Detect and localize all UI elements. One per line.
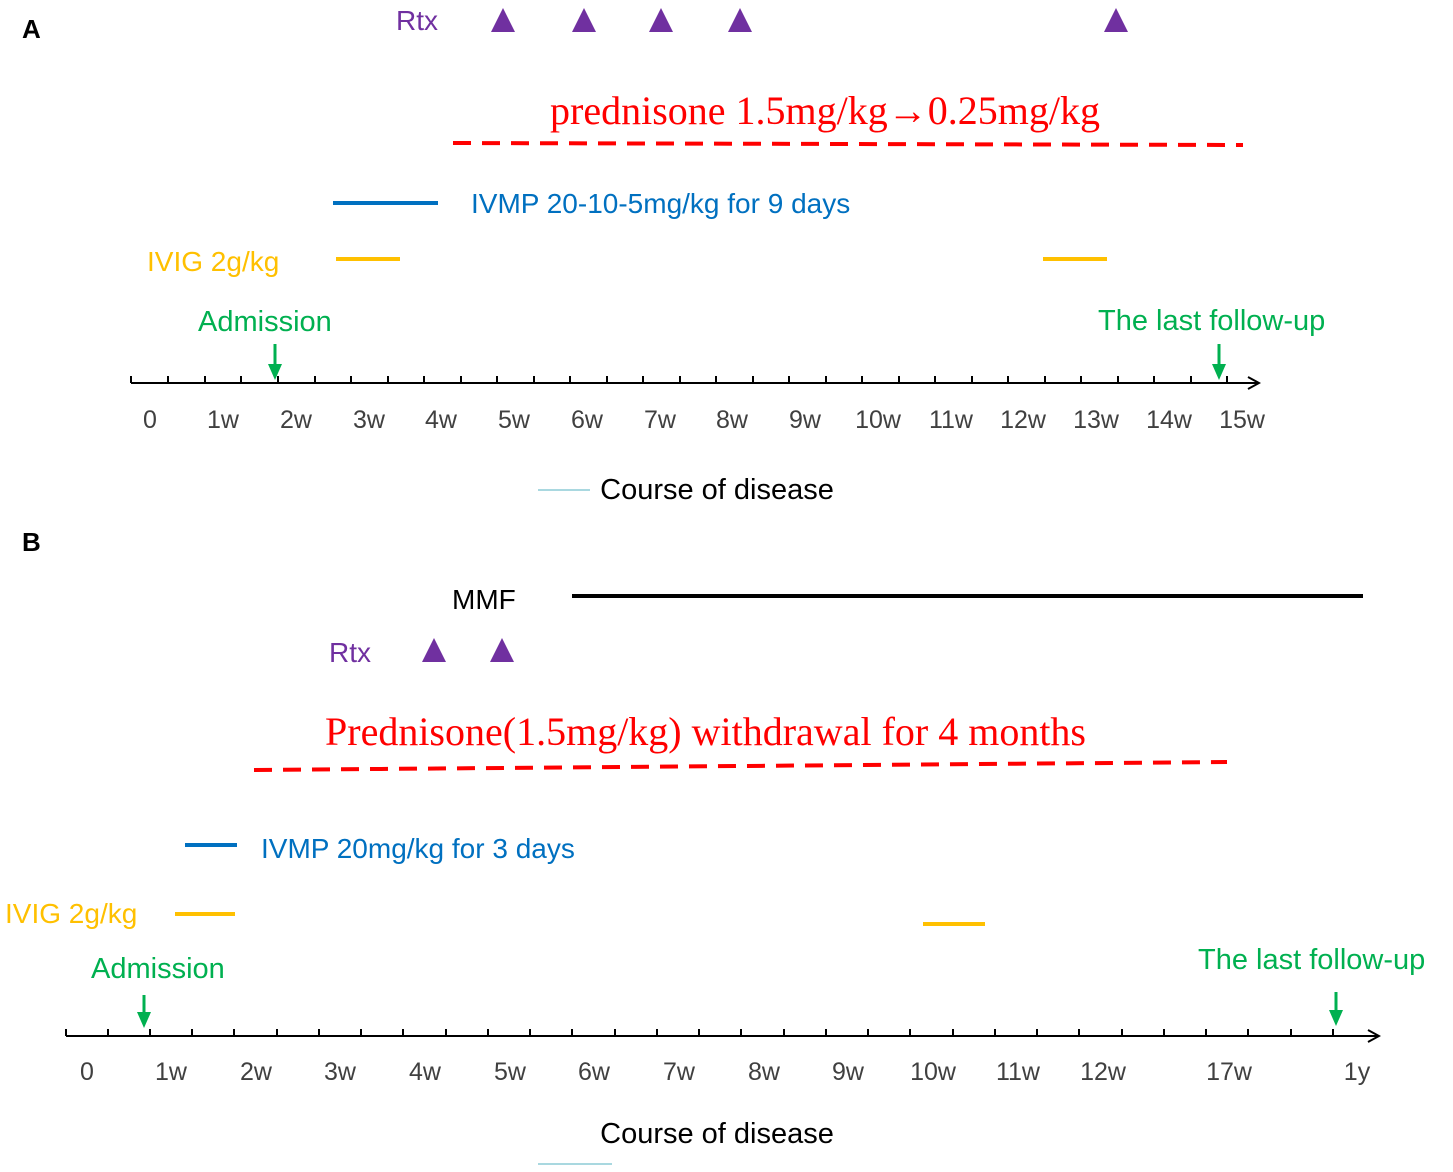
panel-a-last-followup-label: The last follow-up bbox=[1098, 305, 1325, 337]
panel-a-tick-label: 0 bbox=[143, 406, 157, 434]
panel-b-tick-label: 8w bbox=[748, 1058, 781, 1086]
panel-b-mmf-label: MMF bbox=[452, 584, 516, 615]
panel-b-tick-label: 9w bbox=[832, 1058, 865, 1086]
panel-a-tick-label: 7w bbox=[644, 406, 677, 434]
panel-a-rtx-dose-marker bbox=[491, 8, 515, 32]
panel-a-tick-label: 6w bbox=[571, 406, 604, 434]
panel-b-tick-label: 1y bbox=[1344, 1058, 1371, 1086]
panel-a-ivig-label: IVIG 2g/kg bbox=[147, 246, 279, 277]
panel-b-label: B bbox=[22, 527, 41, 557]
panel-a-last-followup-arrow-icon bbox=[1212, 344, 1226, 380]
panel-b-admission-arrow-icon bbox=[137, 995, 151, 1028]
panel-b-tick-label: 3w bbox=[324, 1058, 357, 1086]
panel-b-tick-label: 0 bbox=[80, 1058, 94, 1086]
panel-a-rtx-label: Rtx bbox=[396, 5, 438, 36]
panel-a-admission-arrow-icon bbox=[268, 344, 282, 380]
panel-a-tick-label: 13w bbox=[1073, 406, 1120, 434]
panel-a-rtx-dose-marker bbox=[572, 8, 596, 32]
panel-b-tick-label: 4w bbox=[409, 1058, 442, 1086]
panel-b-rtx-label: Rtx bbox=[329, 637, 371, 668]
panel-b-rtx-dose-marker bbox=[490, 638, 514, 662]
panel-a-tick-label: 3w bbox=[353, 406, 386, 434]
panel-b-axis-title: Course of disease bbox=[600, 1118, 834, 1150]
panel-b-last-followup-arrow-icon bbox=[1329, 992, 1343, 1026]
panel-a-rtx-dose-marker bbox=[649, 8, 673, 32]
panel-a-tick-label: 2w bbox=[280, 406, 313, 434]
panel-b-tick-label: 5w bbox=[494, 1058, 527, 1086]
panel-a-tick-label: 5w bbox=[498, 406, 531, 434]
panel-b-tick-label: 6w bbox=[578, 1058, 611, 1086]
treatment-timeline-figure: A Rtx prednisone 1.5mg/kg→0.25mg/kg IVMP… bbox=[0, 0, 1453, 1172]
panel-b-ivmp-label: IVMP 20mg/kg for 3 days bbox=[261, 833, 575, 864]
panel-a: A Rtx prednisone 1.5mg/kg→0.25mg/kg IVMP… bbox=[22, 5, 1325, 506]
panel-b-tick-label: 7w bbox=[663, 1058, 696, 1086]
panel-a-prednisone-bar bbox=[453, 143, 1243, 145]
panel-b-tick-label: 2w bbox=[240, 1058, 273, 1086]
panel-b-prednisone-label: Prednisone(1.5mg/kg) withdrawal for 4 mo… bbox=[325, 709, 1086, 754]
panel-b-tick-label: 1w bbox=[155, 1058, 188, 1086]
panel-b-admission-label: Admission bbox=[91, 953, 225, 985]
panel-b-last-followup-label: The last follow-up bbox=[1198, 944, 1425, 976]
panel-a-tick-label: 9w bbox=[789, 406, 822, 434]
panel-a-admission-label: Admission bbox=[198, 306, 332, 338]
panel-a-tick-label: 8w bbox=[716, 406, 749, 434]
panel-b-ivig-label: IVIG 2g/kg bbox=[5, 898, 137, 929]
panel-a-label: A bbox=[22, 14, 41, 44]
panel-b-tick-label: 11w bbox=[996, 1058, 1041, 1086]
panel-a-tick-label: 4w bbox=[425, 406, 458, 434]
panel-a-tick-label: 15w bbox=[1219, 406, 1266, 434]
panel-b-prednisone-bar bbox=[254, 762, 1227, 770]
panel-a-tick-label: 10w bbox=[855, 406, 902, 434]
panel-a-axis-title: Course of disease bbox=[600, 474, 834, 506]
panel-a-tick-label: 12w bbox=[1000, 406, 1047, 434]
panel-a-tick-label: 1w bbox=[207, 406, 240, 434]
panel-b-axis-ticks bbox=[66, 1029, 1333, 1036]
panel-a-rtx-dose-marker bbox=[728, 8, 752, 32]
panel-a-tick-label: 11w bbox=[929, 406, 974, 434]
panel-b: B MMF Rtx Prednisone(1.5mg/kg) withdrawa… bbox=[5, 527, 1425, 1164]
panel-a-ivmp-label: IVMP 20-10-5mg/kg for 9 days bbox=[471, 188, 850, 219]
panel-b-tick-label: 12w bbox=[1080, 1058, 1127, 1086]
panel-b-rtx-dose-marker bbox=[422, 638, 446, 662]
panel-a-rtx-dose-marker bbox=[1104, 8, 1128, 32]
panel-b-tick-label: 17w bbox=[1206, 1058, 1253, 1086]
panel-b-tick-label: 10w bbox=[910, 1058, 957, 1086]
panel-a-axis-ticks bbox=[131, 376, 1227, 383]
panel-a-tick-label: 14w bbox=[1146, 406, 1193, 434]
panel-a-prednisone-label: prednisone 1.5mg/kg→0.25mg/kg bbox=[550, 88, 1100, 133]
